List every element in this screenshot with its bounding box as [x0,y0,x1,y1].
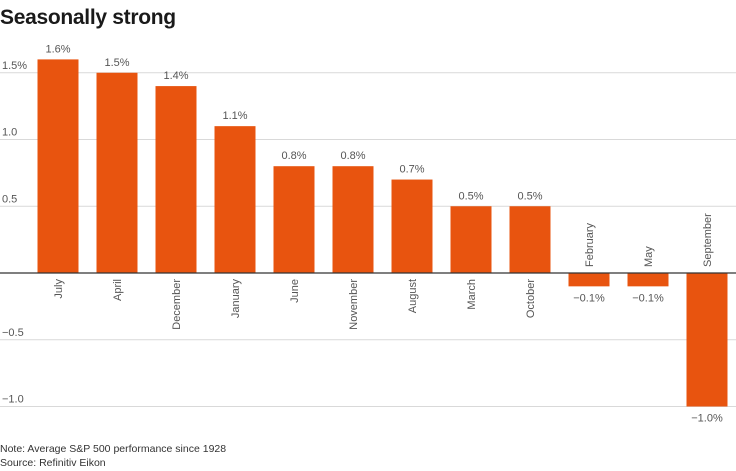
data-label: 0.5% [458,190,483,202]
data-label: −1.0% [691,413,723,425]
category-label: November [348,279,360,330]
category-label: August [407,279,419,313]
bar [96,72,138,273]
bar [568,273,610,287]
data-label: 0.5% [517,190,542,202]
data-label: 1.6% [45,43,70,55]
chart-source: Source: Refinitiv Eikon [0,457,106,469]
data-label: 1.1% [222,110,247,122]
bars [37,59,728,407]
data-label: −0.1% [632,292,664,304]
data-label: 0.8% [281,150,306,162]
category-label: July [53,279,65,299]
bar-chart: 1.6% 1.5% 1.4% 1.1% 0.8% 0.8% 0.7% 0.5% 0.5% −0.1… [0,43,736,425]
data-label: 0.7% [399,164,424,176]
y-tick-label: 0.5 [2,193,17,205]
y-tick-label: −0.5 [2,327,24,339]
chart-title: Seasonally strong [0,6,176,29]
bar [155,86,197,273]
bar [509,206,551,273]
y-tick-label: 1.0 [2,127,17,139]
category-label: April [112,279,124,301]
data-label: −0.1% [573,292,605,304]
category-label: September [702,213,714,267]
bar [686,273,728,407]
y-tick-labels: 1.5% 1.0 0.5 −0.5 −1.0 [2,60,27,406]
bar [214,126,256,274]
data-label: 1.5% [104,57,129,69]
bar [332,166,374,273]
bar [450,206,492,273]
category-label: March [466,279,478,310]
category-label: May [643,246,655,267]
category-label: December [171,279,183,330]
category-label: June [289,279,301,303]
bar [627,273,669,287]
bar [37,59,79,274]
y-tick-label: 1.5% [2,60,27,72]
data-label: 1.4% [163,70,188,82]
category-label: February [584,222,596,267]
bar [273,166,315,273]
y-tick-label: −1.0 [2,394,24,406]
category-label: January [230,279,242,319]
category-label: October [525,279,537,318]
chart-note: Note: Average S&P 500 performance since … [0,443,227,455]
category-labels: July April December January June November Augu… [53,213,714,330]
data-label: 0.8% [340,150,365,162]
data-labels: 1.6% 1.5% 1.4% 1.1% 0.8% 0.8% 0.7% 0.5% 0.5% −0.1… [45,43,723,424]
bar [391,179,433,273]
